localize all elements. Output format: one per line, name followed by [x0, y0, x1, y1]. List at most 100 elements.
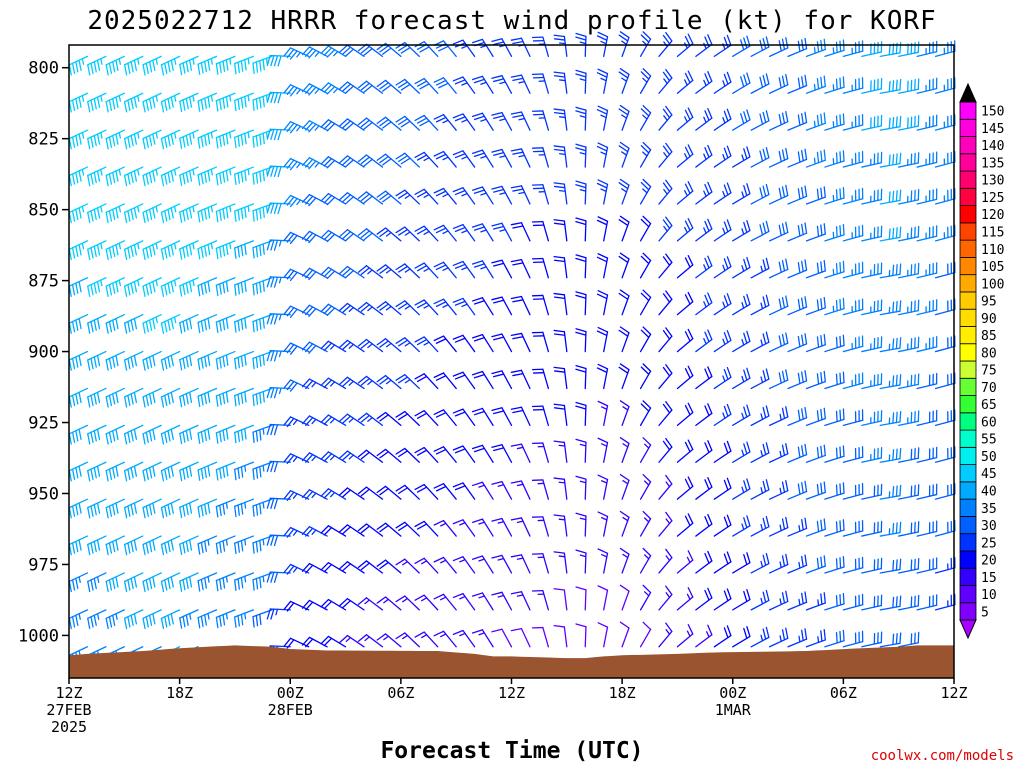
- wind-barb-flag: [575, 36, 587, 41]
- wind-barb-flag: [553, 75, 566, 78]
- wind-barb-half-flag: [461, 119, 468, 123]
- wind-barb-flag: [743, 443, 748, 455]
- wind-barb-flag: [842, 150, 845, 162]
- wind-barb-flag: [804, 333, 808, 345]
- wind-barb-flag: [308, 160, 317, 170]
- wind-barb: [553, 625, 568, 648]
- wind-barb-flag: [78, 207, 82, 219]
- wind-barb-half-flag: [760, 339, 764, 347]
- wind-barb: [879, 595, 902, 611]
- wind-barb-flag: [145, 357, 149, 370]
- wind-barb-half-flag: [722, 227, 726, 235]
- wind-barb-flag: [108, 394, 113, 407]
- wind-barb-flag: [108, 210, 113, 222]
- wind-barb-half-flag: [333, 50, 339, 57]
- wind-barb-half-flag: [100, 94, 103, 102]
- wind-barb-flag: [596, 182, 608, 189]
- wind-barb: [215, 240, 236, 260]
- wind-barb: [339, 339, 365, 353]
- wind-barb-flag: [93, 614, 97, 627]
- wind-barb-flag: [899, 558, 902, 571]
- wind-barb-flag: [160, 396, 165, 408]
- wind-barb-flag: [179, 359, 183, 371]
- wind-barb-half-flag: [459, 632, 466, 637]
- wind-barb: [142, 203, 162, 224]
- wind-barb-flag: [152, 59, 156, 72]
- wind-barb-half-flag: [292, 419, 298, 426]
- wind-barb-flag: [512, 262, 524, 266]
- wind-barb-flag: [286, 380, 295, 391]
- wind-barb: [768, 110, 789, 131]
- wind-barb-flag: [259, 576, 262, 589]
- wind-barb-flag: [207, 502, 211, 514]
- wind-barb-half-flag: [600, 77, 607, 82]
- wind-barb-flag: [90, 320, 94, 333]
- wind-barb-flag: [105, 248, 109, 261]
- wind-barb-flag: [105, 617, 109, 630]
- wind-barb: [658, 401, 673, 427]
- wind-barb-flag: [108, 284, 113, 296]
- wind-barb-half-flag: [601, 406, 608, 410]
- wind-barb-flag: [167, 282, 171, 294]
- wind-barb-flag: [433, 114, 445, 120]
- wind-barb-flag: [762, 296, 767, 308]
- wind-barb: [339, 598, 365, 611]
- wind-barb-flag: [416, 301, 428, 309]
- wind-barb-flag: [765, 479, 770, 491]
- wind-barb-flag: [90, 136, 94, 148]
- wind-barb-flag: [510, 480, 523, 484]
- wind-barb-flag: [342, 341, 352, 350]
- wind-barb-half-flag: [760, 302, 764, 310]
- wind-barb-staff: [621, 627, 630, 648]
- wind-barb-flag: [414, 520, 425, 528]
- wind-barb-half-flag: [459, 595, 466, 600]
- wind-barb-flag: [197, 321, 201, 334]
- wind-barb-flag: [619, 326, 630, 334]
- wind-barb-half-flag: [665, 481, 671, 488]
- wind-barb-flag: [804, 111, 808, 124]
- wind-barb-flag: [781, 555, 786, 567]
- wind-barb: [768, 147, 789, 168]
- wind-barb: [732, 625, 751, 648]
- wind-barb-flag: [200, 246, 204, 259]
- wind-barb-flag: [804, 554, 808, 566]
- wind-barb-flag: [895, 596, 898, 608]
- wind-barb-flag: [96, 244, 101, 256]
- wind-barb-half-flag: [137, 205, 140, 213]
- wind-barb: [553, 514, 568, 537]
- wind-barb-flag: [115, 59, 119, 72]
- wind-barb-flag: [797, 188, 801, 200]
- wind-barb-flag: [286, 565, 295, 575]
- wind-barb-flag: [379, 414, 389, 422]
- wind-barb: [376, 596, 402, 611]
- wind-barb-flag: [743, 111, 748, 123]
- wind-barb-flag: [170, 428, 174, 441]
- wind-barb-flag: [684, 183, 691, 195]
- wind-barb-flag: [323, 305, 333, 315]
- wind-barb-flag: [255, 577, 259, 590]
- wind-barb: [510, 258, 531, 279]
- wind-barb: [452, 629, 476, 648]
- wind-barb-flag: [277, 92, 282, 104]
- wind-barb-flag: [376, 448, 387, 457]
- wind-barb-flag: [797, 335, 801, 348]
- wind-barb: [750, 294, 770, 316]
- wind-barb: [376, 485, 402, 500]
- wind-barb: [618, 68, 630, 94]
- wind-barb-flag: [142, 101, 146, 113]
- wind-barb-flag: [665, 364, 673, 374]
- wind-barb-flag: [266, 350, 271, 362]
- wind-barb-flag: [575, 69, 587, 74]
- wind-barb-half-flag: [497, 484, 505, 487]
- wind-barb-flag: [435, 227, 447, 234]
- wind-barb-flag: [273, 350, 279, 362]
- colorbar-cell: [959, 170, 977, 189]
- wind-barb-flag: [78, 96, 82, 108]
- wind-barb: [142, 461, 162, 482]
- wind-barb-flag: [266, 128, 271, 140]
- wind-barb-flag: [127, 357, 131, 370]
- wind-barb-flag: [395, 632, 406, 640]
- wind-barb-flag: [112, 208, 116, 221]
- wind-barb: [471, 518, 494, 537]
- wind-barb-flag: [286, 85, 295, 95]
